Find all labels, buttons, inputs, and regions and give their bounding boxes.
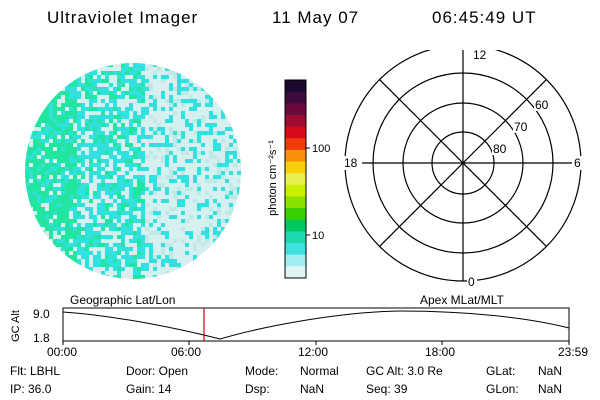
mode-value: Normal (300, 364, 339, 378)
gc-alt-info: GC Alt: 3.0 Re (366, 364, 443, 378)
lat-label-60: 60 (535, 98, 549, 112)
mlt-label-6: 6 (574, 156, 581, 170)
orbit-timeline: GC Alt 9.0 1.8 (10, 307, 570, 345)
instrument-title: Ultraviolet Imager (47, 8, 199, 27)
date-label: 11 May 07 (272, 8, 360, 27)
dsp-label: Dsp: (245, 382, 270, 396)
uv-earth-image (25, 63, 241, 279)
x-tick-0000: 00:00 (47, 345, 78, 359)
uv-speckle-layer (25, 63, 241, 279)
glon-value: NaN (538, 382, 563, 396)
mlt-label-0: 0 (468, 275, 475, 289)
gain-info: Gain: 14 (126, 382, 172, 396)
altitude-curve (62, 310, 570, 340)
glat-label: GLat: (486, 364, 516, 378)
colorbar-label-10: 10 (312, 230, 324, 242)
y-tick-9: 9.0 (33, 307, 50, 321)
colorbar-frame (284, 79, 307, 279)
glon-label: GLon: (486, 382, 519, 396)
mode-label: Mode: (245, 364, 279, 378)
lat-label-70: 70 (514, 120, 528, 134)
ip-info: IP: 36.0 (10, 382, 52, 396)
colorbar: 100 10 photon cm⁻²s⁻¹ (267, 79, 330, 279)
geographic-label: Geographic Lat/Lon (70, 293, 176, 307)
colorbar-unit-label: photon cm⁻²s⁻¹ (267, 140, 279, 216)
x-tick-2359: 23:59 (558, 345, 589, 359)
colorbar-gradient (285, 80, 306, 279)
lat-label-80: 80 (493, 142, 507, 156)
mlt-label-18: 18 (344, 156, 358, 170)
time-label: 06:45:49 UT (432, 8, 537, 27)
apex-label: Apex MLat/MLT (420, 293, 504, 307)
glat-value: NaN (538, 364, 563, 378)
x-tick-0600: 06:00 (171, 345, 202, 359)
timeline-frame (62, 307, 570, 342)
x-tick-1200: 12:00 (298, 345, 329, 359)
dsp-value: NaN (300, 382, 325, 396)
seq-info: Seq: 39 (366, 382, 408, 396)
mlt-label-12: 12 (473, 50, 487, 62)
polar-plot: 12 18 6 0 60 70 80 (342, 50, 582, 289)
x-tick-1800: 18:00 (425, 345, 456, 359)
colorbar-label-100: 100 (312, 143, 330, 155)
y-tick-1-8: 1.8 (33, 331, 50, 345)
gc-alt-axis-label: GC Alt (10, 310, 22, 342)
door-info: Door: Open (126, 364, 189, 378)
polar-line-diag2 (379, 79, 547, 247)
filter-info: Flt: LBHL (10, 364, 61, 378)
